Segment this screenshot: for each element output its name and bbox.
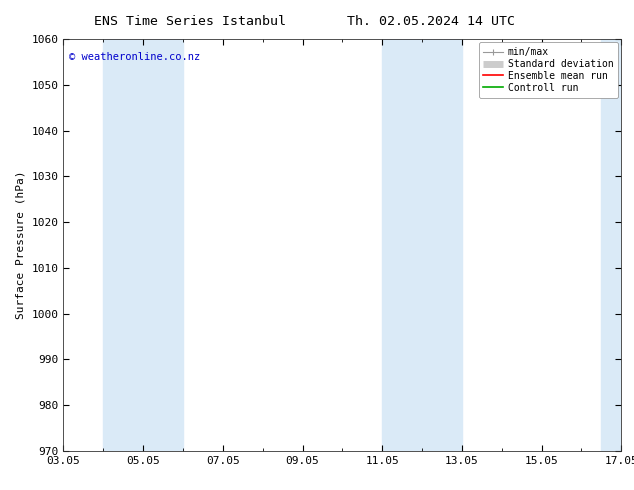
Bar [382, 39, 462, 451]
Bar [103, 39, 183, 451]
Legend: min/max, Standard deviation, Ensemble mean run, Controll run: min/max, Standard deviation, Ensemble me… [479, 42, 618, 98]
Bar [602, 39, 634, 451]
Text: Th. 02.05.2024 14 UTC: Th. 02.05.2024 14 UTC [347, 15, 515, 28]
Y-axis label: Surface Pressure (hPa): Surface Pressure (hPa) [16, 171, 26, 319]
Text: ENS Time Series Istanbul: ENS Time Series Istanbul [94, 15, 286, 28]
Text: © weatheronline.co.nz: © weatheronline.co.nz [69, 51, 200, 62]
